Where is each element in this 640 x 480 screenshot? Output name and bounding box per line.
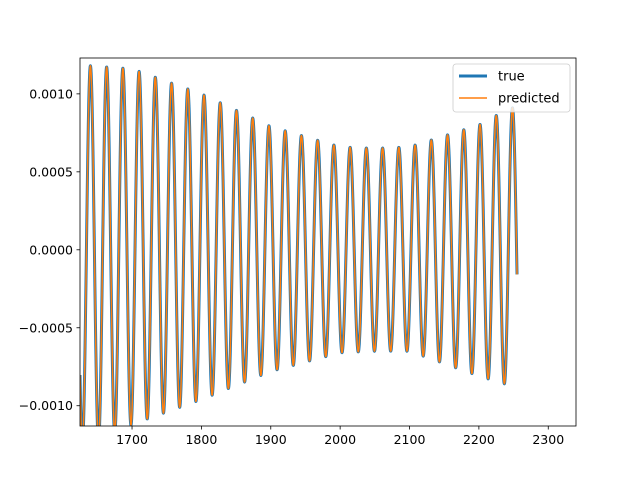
plot-frame xyxy=(79,57,577,427)
y-tick-label: −0.0005 xyxy=(19,320,73,335)
legend-label-true: true xyxy=(498,70,525,85)
series-line-predicted xyxy=(80,65,518,426)
y-tick-label: 0.0000 xyxy=(29,242,73,257)
x-tick-label: 1900 xyxy=(255,432,287,447)
x-tick-label: 2300 xyxy=(532,432,564,447)
x-tick-label: 2200 xyxy=(463,432,495,447)
x-tick-label: 2100 xyxy=(394,432,426,447)
legend-label-predicted: predicted xyxy=(498,92,560,107)
series-layer xyxy=(80,64,519,426)
y-tick-label: −0.0010 xyxy=(19,398,73,413)
axes-layer: 1700 1800 1900 2000 2100 2200 2300 −0.0010 −0.00… xyxy=(19,57,577,447)
x-tick-label: 1700 xyxy=(116,432,148,447)
x-tick-label: 2000 xyxy=(324,432,356,447)
x-tick-label: 1800 xyxy=(185,432,217,447)
y-tick-label: 0.0010 xyxy=(29,86,73,101)
y-tick-label: 0.0005 xyxy=(29,164,73,179)
legend: true predicted xyxy=(452,63,571,113)
